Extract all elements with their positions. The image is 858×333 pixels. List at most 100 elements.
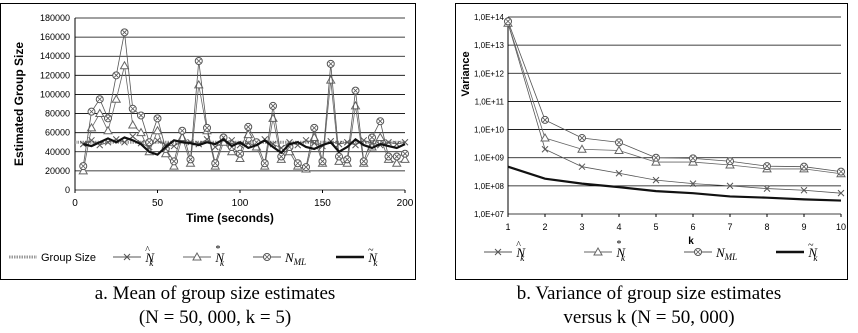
data-point-cross xyxy=(394,154,400,159)
data-point-cross xyxy=(336,154,342,159)
data-point-cross xyxy=(386,154,391,159)
data-point xyxy=(763,185,771,192)
y-tick-label: 20000 xyxy=(45,166,70,176)
series-line xyxy=(507,21,842,173)
data-point-cross xyxy=(320,159,325,164)
data-point xyxy=(614,145,624,155)
data-point-cross xyxy=(361,159,367,164)
data-point xyxy=(325,75,336,84)
y-tick-label: 60000 xyxy=(45,128,70,138)
data-point-cross xyxy=(311,125,317,131)
legend-label-nhat: N^k xyxy=(144,245,155,268)
data-point xyxy=(211,143,219,151)
series-4 xyxy=(83,136,406,156)
data-point-cross xyxy=(303,164,309,170)
data-point-cross xyxy=(328,61,334,67)
data-point xyxy=(375,132,386,141)
data-point-cross xyxy=(155,116,160,121)
data-point-cross xyxy=(579,135,585,141)
legend-symbol-1-marker xyxy=(593,246,603,256)
caption-a-line1: a. Mean of group size estimates xyxy=(94,283,336,304)
data-point-cross xyxy=(838,169,844,174)
data-point xyxy=(352,141,359,149)
data-point xyxy=(235,153,245,162)
series-line xyxy=(507,23,842,194)
data-point-cross xyxy=(278,154,284,159)
data-point-cross xyxy=(130,106,136,112)
y-tick-label: 1,0E+11 xyxy=(475,97,505,106)
data-point xyxy=(121,138,128,146)
y-tick-label: 1,0E+12 xyxy=(474,69,505,78)
y-tick-label: 1,0E+09 xyxy=(474,154,505,163)
data-point xyxy=(391,158,402,167)
data-point-cross xyxy=(690,156,696,161)
data-point xyxy=(541,145,549,153)
legend-symbol-3-marker-cross xyxy=(264,254,270,260)
data-point xyxy=(127,120,138,129)
x-tick-label: 2 xyxy=(542,222,547,232)
data-point xyxy=(226,146,237,156)
y-axis-label: Variance xyxy=(460,51,472,96)
data-point-cross xyxy=(138,113,144,118)
data-point-cross xyxy=(237,151,243,156)
data-point xyxy=(111,94,122,103)
data-point xyxy=(837,189,845,197)
data-point-cross xyxy=(402,151,408,156)
data-point xyxy=(400,154,410,163)
x-tick-label: 8 xyxy=(764,222,769,232)
x-tick-label: 4 xyxy=(616,222,621,232)
data-point-cross xyxy=(295,160,301,166)
data-point xyxy=(350,100,361,110)
data-point xyxy=(268,113,278,122)
chart-panel-mean: 0 20000 40000 60000 80000 100000 120000 140000 1… xyxy=(0,3,416,280)
series-line xyxy=(82,32,406,168)
data-point xyxy=(228,136,236,144)
data-point-cross xyxy=(542,117,548,123)
data-point xyxy=(689,180,697,187)
legend-symbol-2-marker xyxy=(192,251,202,261)
y-tick-label: 1,0E+13 xyxy=(474,41,505,50)
data-point-cross xyxy=(801,164,807,169)
y-tick-label: 180000 xyxy=(40,13,70,23)
legend-symbol-2-marker-cross xyxy=(695,249,701,255)
y-tick-label: 0 xyxy=(65,185,70,195)
data-point xyxy=(79,140,87,148)
data-point xyxy=(800,186,808,194)
data-point-cross xyxy=(727,158,733,164)
x-tick-label: 1 xyxy=(505,222,510,232)
series-0 xyxy=(504,19,845,197)
x-tick-label: 9 xyxy=(801,222,806,232)
legend-label-ntilde: N~k xyxy=(367,245,378,268)
data-point xyxy=(615,169,623,177)
data-point-cross xyxy=(171,159,177,164)
series-line xyxy=(82,65,406,171)
data-point-cross xyxy=(505,19,511,24)
data-point-cross xyxy=(764,163,770,169)
legend-label-nstar: N*k xyxy=(214,244,225,268)
data-point-cross xyxy=(369,135,375,140)
data-point-cross xyxy=(653,155,659,160)
data-point-cross xyxy=(179,128,185,134)
y-tick-label: 1,0E+08 xyxy=(474,182,505,191)
x-tick-label: 150 xyxy=(314,198,331,209)
mean-estimates-chart: 0 20000 40000 60000 80000 100000 120000 140000 1… xyxy=(9,13,414,268)
data-point-cross xyxy=(146,139,152,145)
legend-label-group-size: Group Size xyxy=(41,252,96,264)
y-axis-label: Estimated Group Size xyxy=(12,42,26,166)
data-point xyxy=(170,142,178,150)
data-point xyxy=(540,133,550,142)
caption-b: b. Variance of group size estimates vers… xyxy=(440,282,858,330)
caption-a-line2: (N = 50, 000, k = 5) xyxy=(138,307,292,328)
data-point-cross xyxy=(377,118,383,124)
series-line xyxy=(507,23,842,175)
y-tick-label: 80000 xyxy=(45,109,70,119)
y-tick-label: 120000 xyxy=(40,70,70,80)
data-point xyxy=(334,156,344,165)
x-tick-label: 10 xyxy=(836,222,846,232)
y-tick-label: 160000 xyxy=(40,32,70,42)
legend-label-ntilde: N~k xyxy=(807,240,818,263)
x-tick-label: 0 xyxy=(72,198,78,209)
x-tick-label: 50 xyxy=(152,198,164,209)
data-point xyxy=(103,125,113,135)
y-tick-label: 1,0E+07 xyxy=(474,210,505,219)
